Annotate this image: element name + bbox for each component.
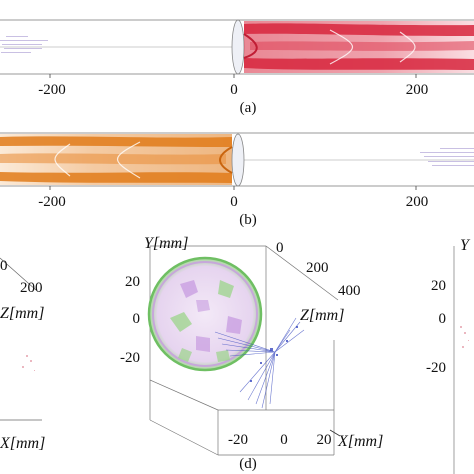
panel-c: 0 200 Z[mm] X[mm]: [0, 257, 45, 452]
panel-a-label: (a): [240, 100, 257, 116]
z-tick-200: 200: [306, 260, 329, 276]
beam-cross-section-disk: [147, 256, 263, 372]
panel-e: Y 20 0 -20: [426, 237, 471, 474]
y-tick-0: 0: [133, 311, 141, 327]
y-axis-label: Y: [460, 237, 471, 254]
tick-b-0: 0: [230, 194, 238, 210]
y-tick-20: 20: [125, 274, 140, 290]
z-tick-400: 400: [338, 283, 361, 299]
box-frame: [149, 245, 339, 456]
tick-a-0: 0: [230, 82, 238, 98]
lens-element: [231, 133, 245, 187]
panel-b: -200 0 200 (b): [0, 132, 474, 228]
panel-b-label: (b): [239, 212, 257, 228]
panel-a: -200 0 200 (a): [0, 19, 474, 116]
x-tick-0: 0: [280, 432, 288, 448]
lens-element: [231, 19, 245, 75]
z-tick-200: 200: [20, 280, 43, 296]
orange-beam: [0, 134, 233, 185]
tick-a-neg200: -200: [38, 82, 66, 98]
z-axis-label: Z[mm]: [0, 305, 44, 322]
x-axis-label: X[mm]: [337, 433, 383, 450]
faint-spray-left: [0, 36, 48, 53]
y-tick-neg20: -20: [426, 360, 446, 376]
z-tick-0: 0: [0, 258, 8, 274]
tick-a-200: 200: [406, 82, 429, 98]
z-tick-0: 0: [276, 240, 284, 256]
x-axis-label: X[mm]: [0, 435, 45, 452]
faint-points: [22, 355, 35, 371]
y-tick-20: 20: [431, 278, 446, 294]
tick-b-200: 200: [406, 194, 429, 210]
panel-d: Y[mm] 20 0 -20 0 200 400 Z[mm]: [120, 235, 383, 472]
panel-d-label: (d): [239, 456, 257, 472]
faint-spray-right: [420, 148, 474, 166]
z-axis-label: Z[mm]: [300, 307, 344, 324]
ray-bundle: [214, 317, 305, 409]
y-axis-label: Y[mm]: [144, 235, 188, 252]
y-tick-neg20: -20: [120, 350, 140, 366]
z-axis-line: [0, 257, 37, 291]
red-beam: [243, 21, 474, 73]
x-tick-neg20: -20: [228, 432, 248, 448]
x-tick-20: 20: [317, 432, 332, 448]
faint-points: [460, 326, 469, 348]
ray-points: [250, 326, 298, 382]
tick-b-neg200: -200: [38, 194, 66, 210]
y-tick-0: 0: [439, 311, 447, 327]
